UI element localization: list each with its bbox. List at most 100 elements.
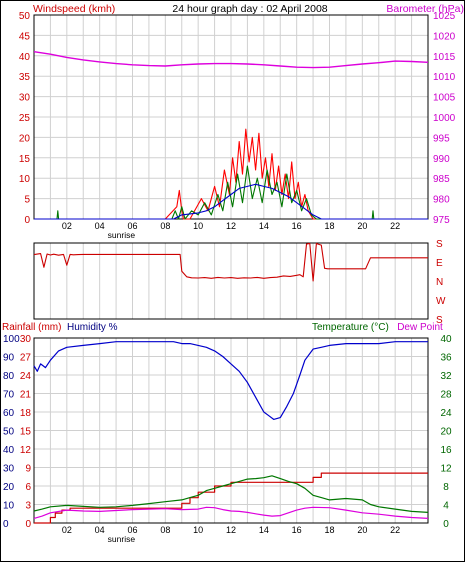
rain-humidity-temp-panel: 02 04 06 08 10 12 14 16 18 20 22sunrise01020304050… [3, 334, 452, 544]
rainfall-tick-label: 12 [20, 445, 32, 456]
series-line-wind-average [34, 183, 428, 220]
x-tick-label: 22 [390, 221, 400, 231]
barometer-axis-title: Barometer (hPa) [386, 3, 464, 15]
temperature-tick-label: 12 [440, 464, 452, 475]
windspeed-tick-label: 0 [24, 215, 30, 226]
rainfall-tick-label: 21 [20, 390, 32, 401]
rainfall-axis-title: Rainfall (mm) [2, 322, 61, 333]
barometer-tick-label: 975 [433, 215, 450, 226]
temperature-tick-label: 24 [440, 408, 452, 419]
rainfall-tick-label: 24 [20, 371, 32, 382]
series-line-rainfall [34, 472, 428, 524]
rainfall-tick-label: 6 [25, 482, 31, 493]
series-line-wind-gust [34, 128, 428, 220]
x-tick-label: 08 [160, 221, 170, 231]
rainfall-tick-label: 0 [25, 519, 31, 530]
barometer-tick-label: 995 [433, 133, 450, 144]
x-tick-label: 08 [160, 525, 170, 535]
windspeed-tick-label: 20 [19, 133, 31, 144]
x-tick-label: 04 [95, 221, 105, 231]
windspeed-axis-title: Windspeed (kmh) [33, 3, 115, 15]
series-line-wind-speed [34, 165, 428, 220]
humidity-tick-label: 70 [3, 390, 15, 401]
windspeed-tick-label: 10 [19, 174, 31, 185]
humidity-tick-label: 10 [3, 501, 15, 512]
series-line-barometer [33, 51, 429, 69]
x-tick-label: 02 [62, 525, 72, 535]
humidity-tick-label: 40 [3, 445, 15, 456]
humidity-tick-label: 50 [3, 427, 15, 438]
x-tick-label: 14 [259, 221, 269, 231]
plot-border [33, 242, 429, 320]
x-tick-label: 18 [324, 221, 334, 231]
x-tick-label: 10 [193, 525, 203, 535]
barometer-tick-label: 1010 [433, 72, 456, 83]
temperature-tick-label: 20 [440, 427, 452, 438]
humidity-tick-label: 90 [3, 353, 15, 364]
x-tick-label: 06 [127, 221, 137, 231]
sunrise-label: sunrise [108, 230, 136, 240]
x-tick-label: 10 [193, 221, 203, 231]
x-tick-label: 20 [357, 525, 367, 535]
barometer-tick-label: 1005 [433, 93, 456, 104]
humidity-tick-label: 100 [3, 334, 20, 345]
rainfall-tick-label: 30 [20, 334, 32, 345]
temperature-axis-title: Temperature (°C) [312, 322, 389, 333]
temperature-tick-label: 32 [440, 371, 452, 382]
windspeed-tick-label: 25 [19, 113, 31, 124]
humidity-axis-title: Humidity % [67, 322, 118, 333]
barometer-tick-label: 1000 [433, 113, 456, 124]
humidity-tick-label: 20 [3, 482, 15, 493]
plot-border [33, 14, 429, 220]
x-tick-label: 12 [226, 221, 236, 231]
barometer-tick-label: 980 [433, 195, 450, 206]
rainfall-tick-label: 3 [25, 501, 31, 512]
x-tick-label: 06 [127, 525, 137, 535]
rainfall-tick-label: 9 [25, 464, 31, 475]
x-tick-label: 14 [259, 525, 269, 535]
humidity-tick-label: 30 [3, 464, 15, 475]
temperature-tick-label: 40 [440, 334, 452, 345]
dewpoint-axis-title: Dew Point [397, 322, 443, 333]
barometer-tick-label: 1020 [433, 31, 456, 42]
temperature-tick-label: 36 [440, 353, 452, 364]
wind-baro-panel: 02 04 06 08 10 12 14 16 18 20 22sunrise05101520253… [19, 11, 456, 240]
windspeed-tick-label: 5 [24, 195, 30, 206]
windspeed-tick-label: 15 [19, 154, 31, 165]
plot-border [33, 337, 429, 524]
rainfall-tick-label: 15 [20, 427, 32, 438]
barometer-tick-label: 1015 [433, 52, 456, 63]
humidity-tick-label: 80 [3, 371, 15, 382]
direction-tick-label: S [436, 315, 443, 326]
x-tick-label: 02 [62, 221, 72, 231]
windspeed-tick-label: 50 [19, 11, 31, 22]
x-tick-label: 20 [357, 221, 367, 231]
direction-tick-label: N [436, 277, 443, 288]
windspeed-tick-label: 30 [19, 93, 31, 104]
windspeed-tick-label: 40 [19, 52, 31, 63]
x-tick-label: 18 [324, 525, 334, 535]
rainfall-tick-label: 18 [20, 408, 32, 419]
x-tick-label: 16 [292, 221, 302, 231]
temperature-tick-label: 16 [440, 445, 452, 456]
direction-tick-label: W [436, 296, 446, 307]
barometer-tick-label: 985 [433, 174, 450, 185]
humidity-tick-label: 0 [3, 519, 9, 530]
series-line-humidity [33, 341, 428, 420]
sunrise-label: sunrise [108, 534, 136, 544]
series-line-temperature [33, 475, 429, 513]
x-tick-label: 12 [226, 525, 236, 535]
direction-tick-label: E [436, 258, 443, 269]
temperature-tick-label: 4 [443, 501, 449, 512]
temperature-tick-label: 8 [443, 482, 449, 493]
x-tick-label: 16 [292, 525, 302, 535]
series-line-dew-point [33, 506, 429, 519]
temperature-tick-label: 0 [443, 519, 449, 530]
barometer-tick-label: 990 [433, 154, 450, 165]
direction-tick-label: S [436, 239, 443, 250]
barometer-tick-label: 1025 [433, 11, 456, 22]
temperature-tick-label: 28 [440, 390, 452, 401]
